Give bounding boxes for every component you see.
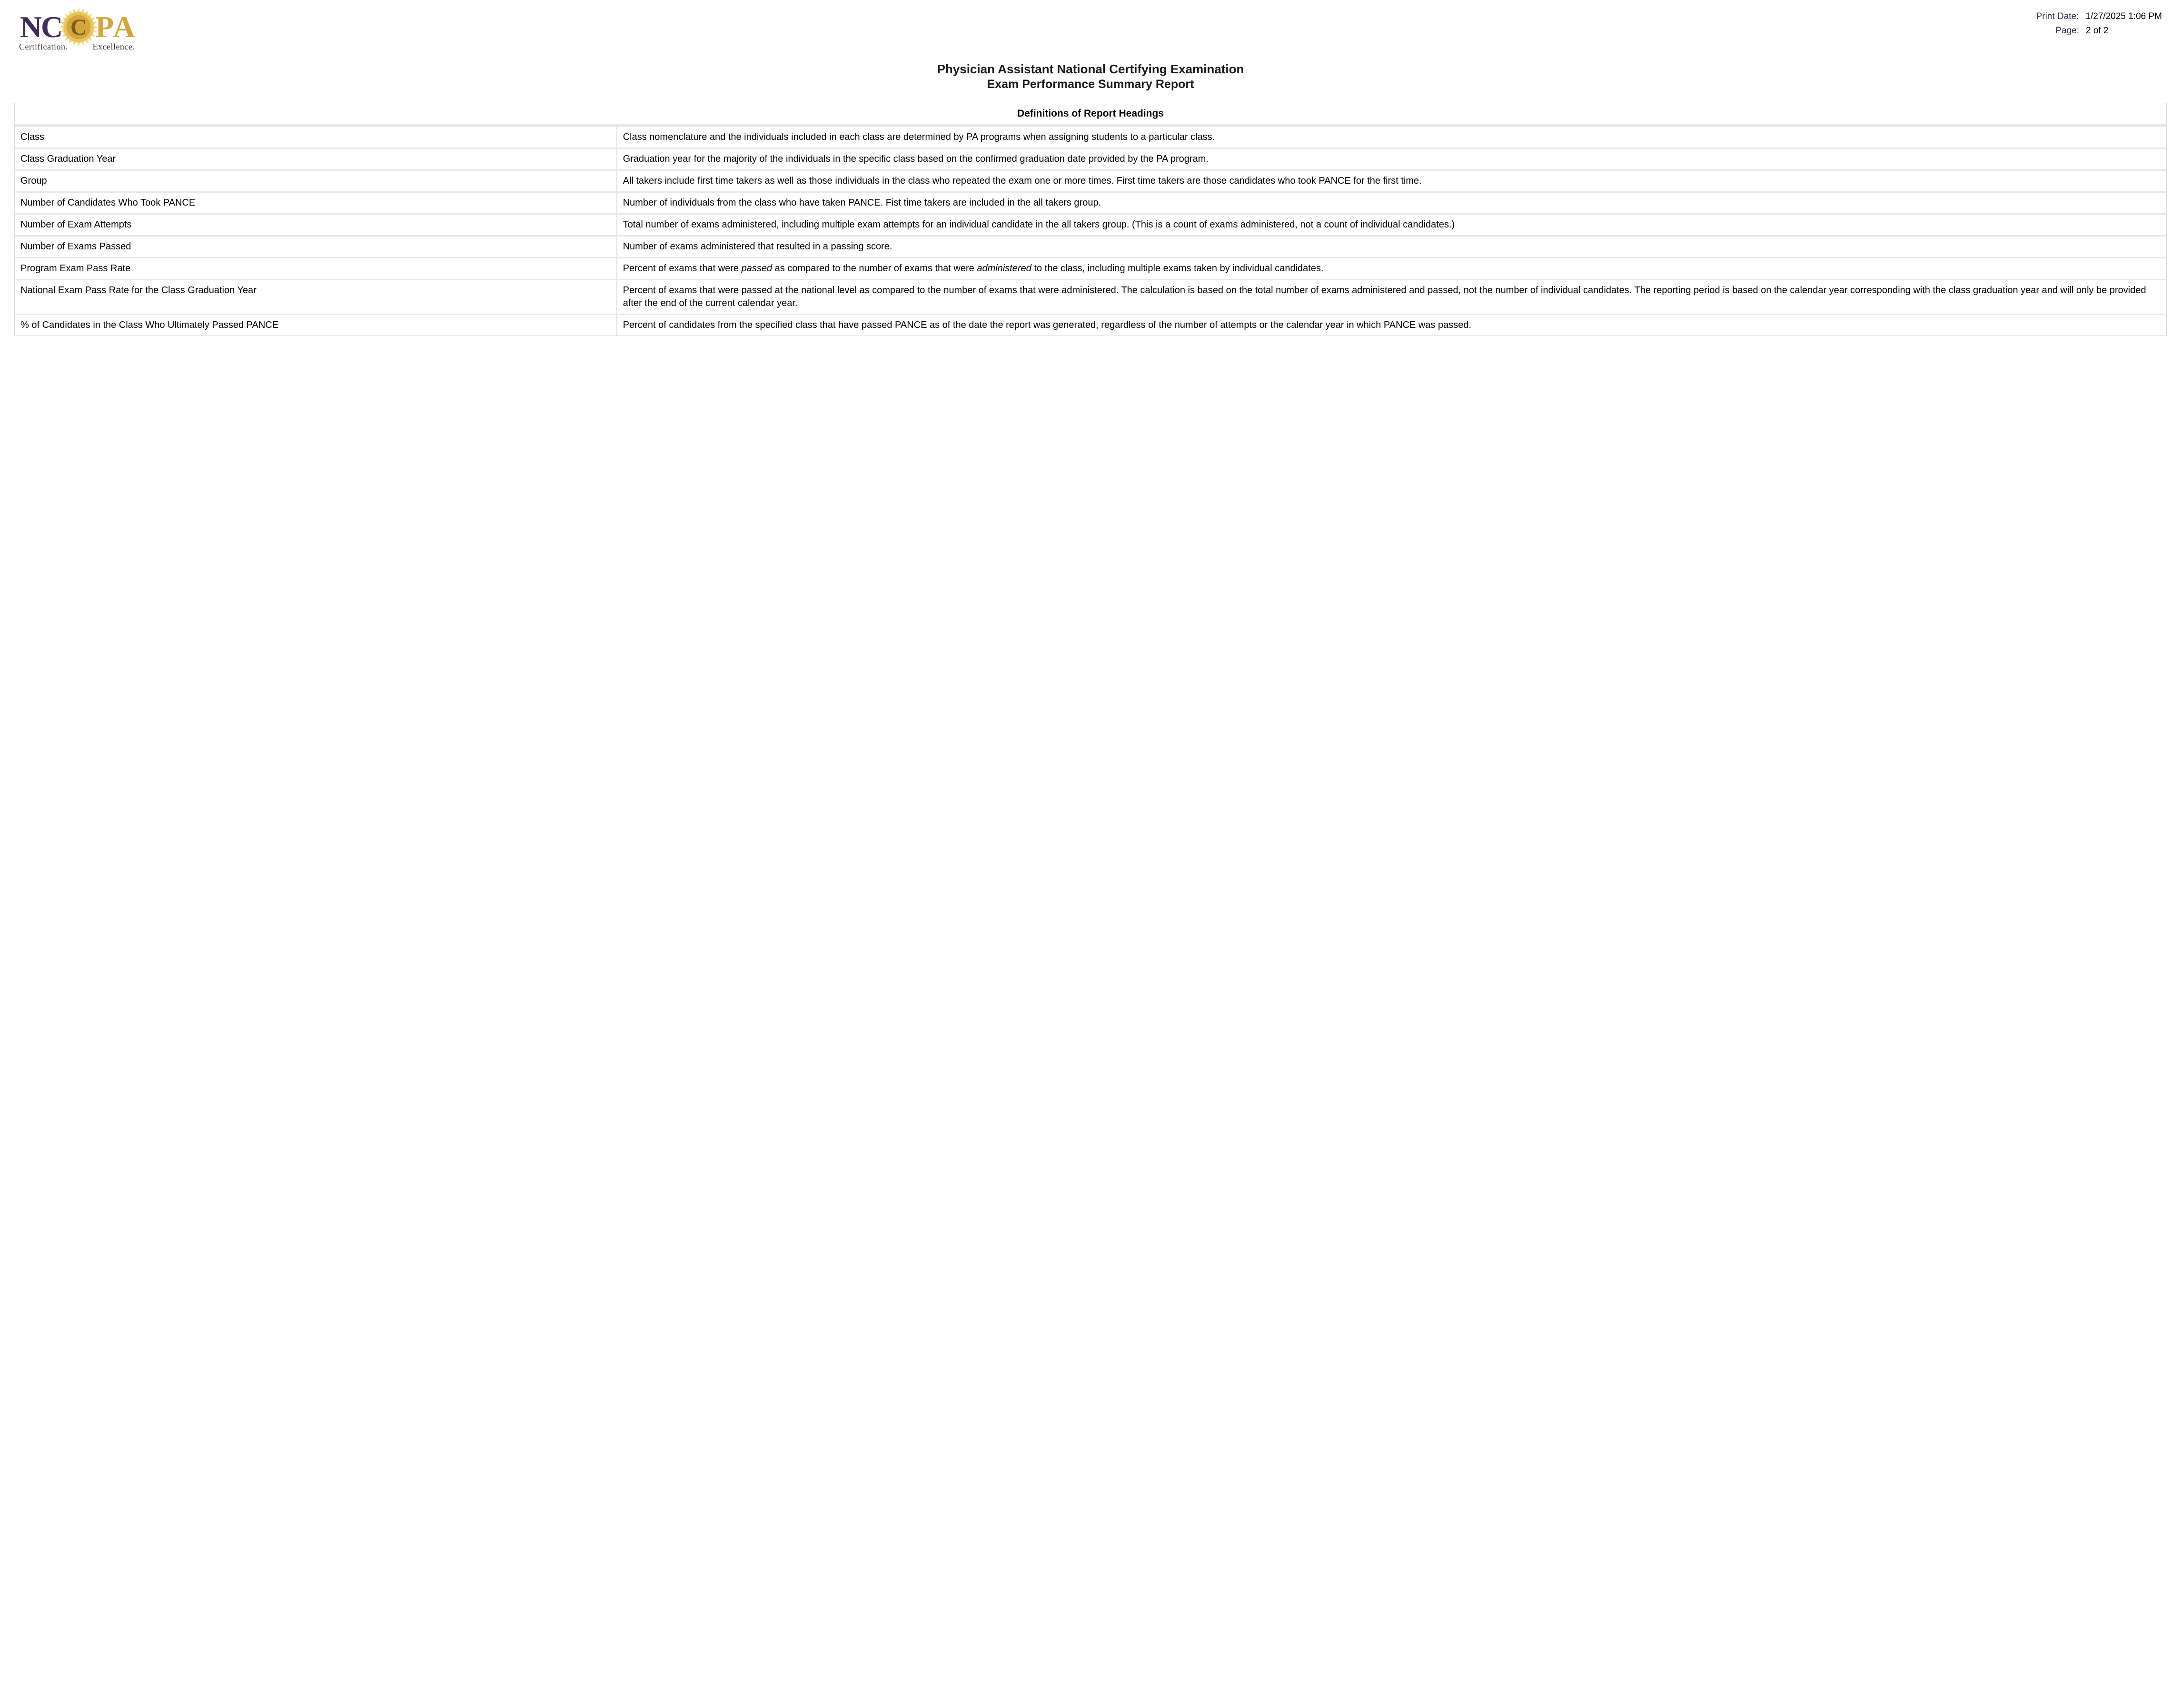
print-date-value: 1/27/2025 1:06 PM (2085, 11, 2162, 22)
table-header: Definitions of Report Headings (15, 103, 2166, 126)
page-label: Page: (2055, 26, 2079, 36)
logo-letter-c2: C (70, 14, 87, 40)
definition-term: Number of Exams Passed (15, 235, 617, 257)
logo-letter-a: A (113, 10, 134, 45)
definition-text: All takers include first time takers as … (617, 169, 2166, 191)
nccpa-logo: N C (14, 10, 135, 52)
title-sub: Exam Performance Summary Report (14, 78, 2167, 91)
table-row: GroupAll takers include first time taker… (15, 169, 2166, 191)
report-header: N C (14, 10, 2167, 52)
page-row: Page: 2 of 2 (2036, 26, 2162, 36)
definition-term: Program Exam Pass Rate (15, 257, 617, 279)
table-row: ClassClass nomenclature and the individu… (15, 126, 2166, 148)
title-main: Physician Assistant National Certifying … (14, 61, 2167, 78)
table-row: Number of Exam AttemptsTotal number of e… (15, 213, 2166, 235)
table-row: Number of Candidates Who Took PANCENumbe… (15, 191, 2166, 213)
print-date-label: Print Date: (2036, 11, 2079, 22)
definition-text: Total number of exams administered, incl… (617, 213, 2166, 235)
table-row: % of Candidates in the Class Who Ultimat… (15, 314, 2166, 336)
table-row: Class Graduation YearGraduation year for… (15, 148, 2166, 169)
definition-text: Number of individuals from the class who… (617, 191, 2166, 213)
print-date-row: Print Date: 1/27/2025 1:06 PM (2036, 11, 2162, 22)
definition-text: Number of exams administered that result… (617, 235, 2166, 257)
logo-seal-icon: C (62, 10, 95, 44)
table-row: Program Exam Pass RatePercent of exams t… (15, 257, 2166, 279)
page-value: 2 of 2 (2086, 26, 2162, 36)
logo-letter-n: N (20, 10, 41, 45)
definition-text: Percent of candidates from the specified… (617, 314, 2166, 336)
report-titles: Physician Assistant National Certifying … (14, 61, 2167, 91)
definition-text: Graduation year for the majority of the … (617, 148, 2166, 169)
definition-text: Percent of exams that were passed at the… (617, 279, 2166, 314)
definition-term: % of Candidates in the Class Who Ultimat… (15, 314, 617, 336)
definition-term: Number of Candidates Who Took PANCE (15, 191, 617, 213)
definitions-table: Definitions of Report Headings ClassClas… (14, 103, 2167, 336)
table-row: National Exam Pass Rate for the Class Gr… (15, 279, 2166, 314)
table-row: Number of Exams PassedNumber of exams ad… (15, 235, 2166, 257)
definition-term: Number of Exam Attempts (15, 213, 617, 235)
report-meta: Print Date: 1/27/2025 1:06 PM Page: 2 of… (2036, 10, 2167, 40)
definition-term: National Exam Pass Rate for the Class Gr… (15, 279, 617, 314)
definition-term: Class (15, 126, 617, 148)
logo-letters: N C (20, 10, 134, 45)
definition-text: Percent of exams that were passed as com… (617, 257, 2166, 279)
definition-text: Class nomenclature and the individuals i… (617, 126, 2166, 148)
definition-term: Class Graduation Year (15, 148, 617, 169)
definition-term: Group (15, 169, 617, 191)
definitions-tbody: ClassClass nomenclature and the individu… (15, 126, 2166, 336)
